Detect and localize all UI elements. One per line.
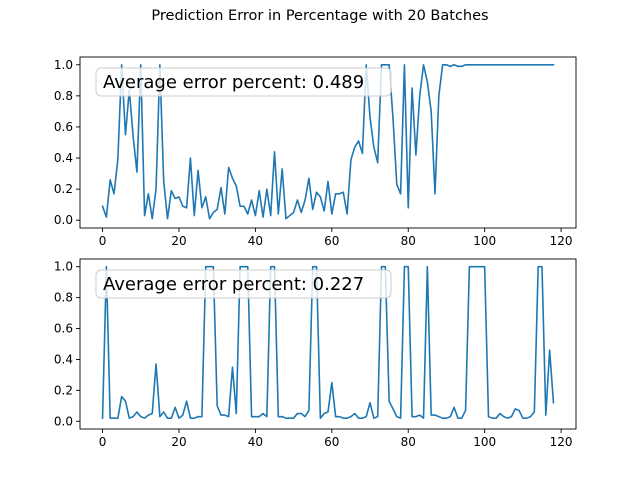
y-tick-label: 0.4 xyxy=(54,352,73,366)
x-tick-label: 60 xyxy=(324,234,339,248)
x-tick-label: 40 xyxy=(248,435,263,449)
y-tick-label: 0.0 xyxy=(54,414,73,428)
y-tick-label: 0.6 xyxy=(54,120,73,134)
x-tick-label: 80 xyxy=(401,234,416,248)
x-tick-label: 100 xyxy=(473,234,496,248)
x-tick-label: 40 xyxy=(248,234,263,248)
y-tick-label: 0.0 xyxy=(54,213,73,227)
subplot-1: 0 20 40 60 80 100 120 0.0 0.2 0.4 0.6 0.8 1.0 Average… xyxy=(54,56,577,248)
x-tick-label: 20 xyxy=(171,234,186,248)
y-tick-label: 0.2 xyxy=(54,182,73,196)
x-tick-label: 0 xyxy=(99,234,107,248)
y-tick-label: 0.4 xyxy=(54,151,73,165)
annotation-box-1 xyxy=(95,67,392,97)
y-tick-label: 1.0 xyxy=(54,58,73,72)
y-tick-label: 0.6 xyxy=(54,322,73,336)
x-tick-label: 0 xyxy=(99,435,107,449)
y-tick-label: 0.8 xyxy=(54,291,73,305)
x-tick-label: 100 xyxy=(473,435,496,449)
axes-frame-2 xyxy=(79,258,577,430)
x-tick-label: 20 xyxy=(171,435,186,449)
x-tick-label: 80 xyxy=(401,435,416,449)
x-tick-label: 120 xyxy=(550,234,573,248)
annotation-text-2: Average error percent: 0.227 xyxy=(103,274,364,295)
subplot-2: 0 20 40 60 80 100 120 0.0 0.2 0.4 0.6 0.8 1.0 Average… xyxy=(54,258,577,449)
series-line-2-1 xyxy=(101,265,555,419)
axes-frame-1 xyxy=(79,56,577,229)
annotation-text-1: Average error percent: 0.489 xyxy=(103,72,364,93)
x-tick-label: 120 xyxy=(550,435,573,449)
series-line-1-1 xyxy=(101,63,555,220)
y-tick-label: 0.2 xyxy=(54,383,73,397)
x-tick-label: 60 xyxy=(324,435,339,449)
figure-suptitle: Prediction Error in Percentage with 20 B… xyxy=(151,8,489,24)
annotation-box-2 xyxy=(95,269,392,299)
y-tick-label: 0.8 xyxy=(54,89,73,103)
y-tick-label: 1.0 xyxy=(54,260,73,274)
